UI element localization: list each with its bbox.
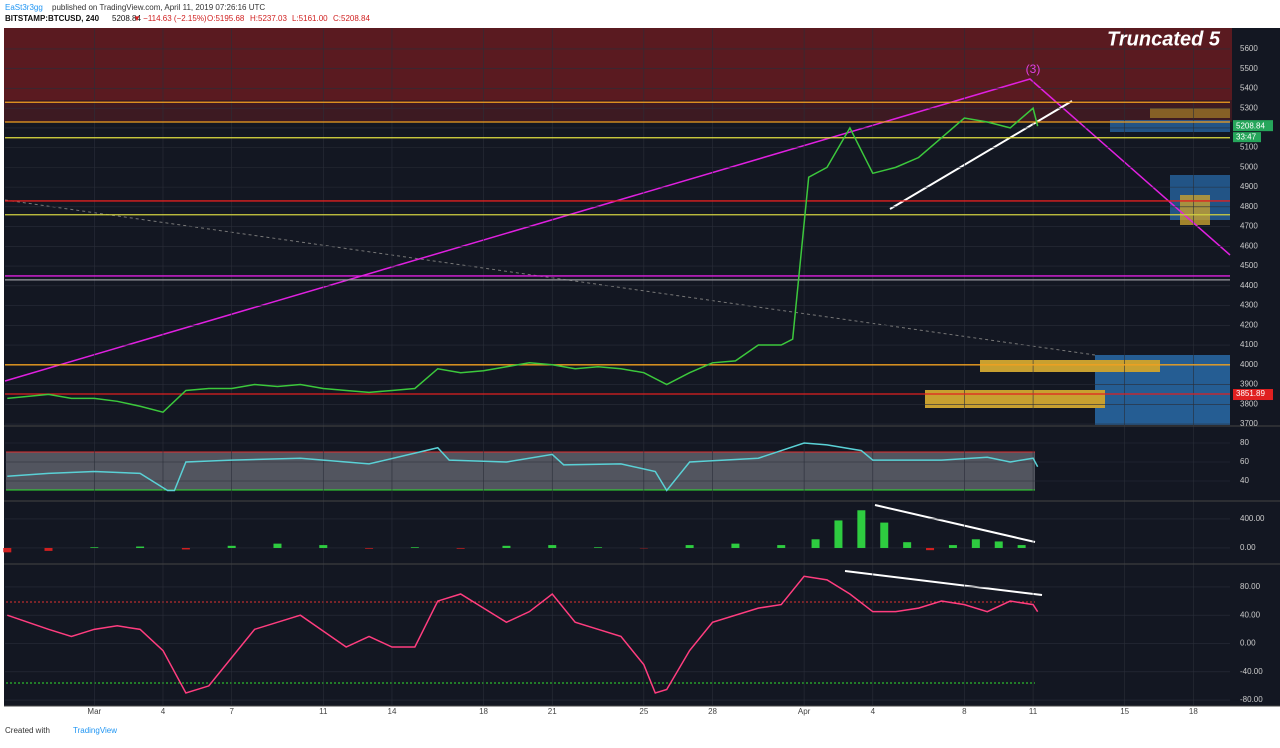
macd-bar [857,510,865,548]
macd-bar [926,548,934,550]
close: C:5208.84 [333,14,370,23]
y-tick-label: 400.00 [1240,514,1265,523]
y-tick-label: 4300 [1240,301,1258,310]
red-zone-light [4,100,1232,122]
y-tick-label: 80 [1240,438,1249,447]
y-tick-label: 4200 [1240,320,1258,329]
macd-bar [995,541,1003,548]
macd-bar [903,542,911,548]
footer-brand[interactable]: TradingView [73,726,117,735]
macd-bar [972,539,980,548]
date-label: 25 [639,707,648,716]
y-tick-label: 40.00 [1240,610,1261,619]
macd-bar [182,548,190,549]
date-label: 21 [548,707,557,716]
change: ▼ −114.63 (−2.15%) [133,14,207,23]
date-label: 18 [1189,707,1198,716]
y-tick-label: 80.00 [1240,582,1261,591]
symbol: BITSTAMP:BTCUSD, 240 [5,14,100,23]
date-label: 4 [161,707,166,716]
macd-bar [594,547,602,548]
vp-bar [1150,108,1230,118]
wave-label: (3) [1026,62,1041,76]
y-tick-label: 5600 [1240,44,1258,53]
macd-bar [777,545,785,548]
y-tick-label: -80.00 [1240,695,1263,704]
y-tick-label: 0.00 [1240,639,1256,648]
y-tick-label: 4400 [1240,281,1258,290]
banner: Truncated 5 [1107,28,1221,50]
y-tick-label: 3900 [1240,380,1258,389]
macd-bar [731,544,739,548]
macd-bar [1018,545,1026,548]
date-label: 28 [708,707,717,716]
date-label: 8 [962,707,967,716]
y-tick-label: -40.00 [1240,667,1263,676]
date-label: 7 [229,707,234,716]
y-tick-label: 60 [1240,457,1249,466]
published: published on TradingView.com, April 11, … [52,3,265,12]
date-label: Mar [87,707,101,716]
footer-created: Created with [5,726,50,735]
y-tick-label: 4500 [1240,261,1258,270]
vp-bar [925,390,1105,408]
macd-bar [90,547,98,548]
red-zone [4,28,1232,100]
macd-bar [880,523,888,548]
date-label: 15 [1120,707,1129,716]
macd-bar [365,548,373,549]
y-tick-label: 5000 [1240,162,1258,171]
level-label: 3851.89 [1236,389,1265,398]
rsi-band [6,452,1035,490]
y-tick-label: 3700 [1240,419,1258,428]
macd-bar [228,546,236,548]
low: L:5161.00 [292,14,328,23]
publisher[interactable]: EaSt3r3gg [5,3,43,12]
y-tick-label: 5100 [1240,143,1258,152]
vp-bar [1180,195,1210,225]
y-tick-label: 4000 [1240,360,1258,369]
date-label: Apr [798,707,811,716]
date-label: 18 [479,707,488,716]
price-label: 5208.84 [1236,121,1265,130]
y-tick-label: 4600 [1240,241,1258,250]
high: H:5237.03 [250,14,287,23]
macd-bar [686,545,694,548]
date-label: 11 [1029,707,1038,716]
y-tick-label: 4700 [1240,222,1258,231]
y-tick-label: 3800 [1240,399,1258,408]
macd-bar [411,547,419,548]
macd-bar [949,545,957,548]
macd-bar [812,539,820,548]
open: O:5195.68 [207,14,245,23]
date-label: 14 [388,707,397,716]
date-label: 11 [319,707,328,716]
y-tick-label: 4800 [1240,202,1258,211]
macd-bar [457,548,465,549]
y-tick-label: 40 [1240,476,1249,485]
countdown: 33:47 [1236,132,1257,141]
y-tick-label: 4100 [1240,340,1258,349]
macd-bar [319,545,327,548]
macd-bar [136,547,144,548]
y-tick-label: 5500 [1240,64,1258,73]
vp-bar [980,360,1160,372]
macd-bar [834,520,842,548]
macd-bar [273,544,281,548]
macd-bar [45,548,53,551]
macd-bar [548,545,556,548]
date-label: 4 [871,707,876,716]
y-tick-label: 5400 [1240,84,1258,93]
macd-bar [3,548,11,552]
y-tick-label: 0.00 [1240,543,1256,552]
y-tick-label: 5300 [1240,103,1258,112]
y-tick-label: 4900 [1240,182,1258,191]
macd-bar [502,546,510,548]
